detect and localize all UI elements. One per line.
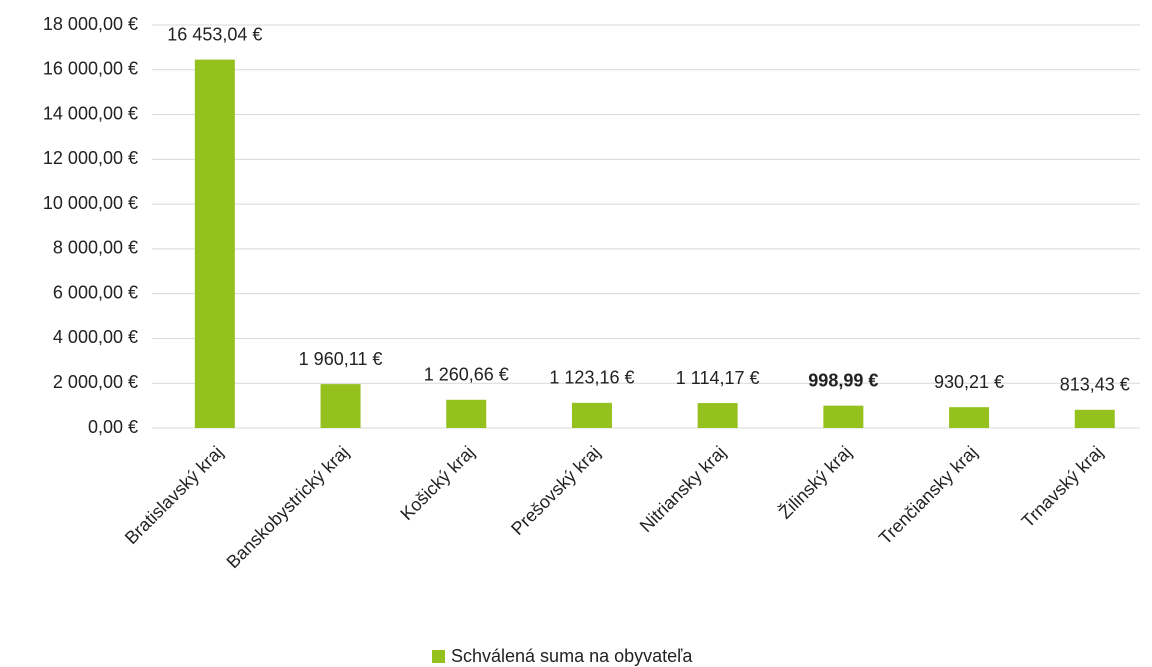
y-tick-label: 12 000,00 € <box>43 148 138 168</box>
bar <box>697 403 738 428</box>
x-tick-label: Prešovský kraj <box>507 442 604 539</box>
y-tick-label: 4 000,00 € <box>53 327 138 347</box>
data-label: 16 453,04 € <box>167 24 262 44</box>
legend-swatch <box>432 650 445 663</box>
data-label: 998,99 € <box>808 370 878 390</box>
bar <box>571 402 612 428</box>
bar <box>194 59 235 429</box>
data-label: 813,43 € <box>1060 375 1130 395</box>
bar <box>823 405 864 428</box>
y-tick-label: 8 000,00 € <box>53 238 138 258</box>
y-tick-label: 6 000,00 € <box>53 282 138 302</box>
data-label: 1 960,11 € <box>299 349 383 369</box>
x-tick-label: Nitriansky kraj <box>636 442 730 536</box>
x-tick-label: Banskobystrický kraj <box>223 442 353 572</box>
bar <box>320 384 361 428</box>
y-tick-label: 10 000,00 € <box>43 193 138 213</box>
y-tick-label: 16 000,00 € <box>43 59 138 79</box>
y-tick-label: 14 000,00 € <box>43 103 138 123</box>
x-tick-label: Bratislavský kraj <box>121 442 227 548</box>
bar <box>949 407 990 428</box>
data-label: 1 123,16 € <box>549 368 634 388</box>
y-tick-label: 2 000,00 € <box>53 372 138 392</box>
x-tick-label: Žilinský kraj <box>775 442 856 523</box>
y-tick-label: 0,00 € <box>88 417 138 437</box>
data-label: 1 114,17 € <box>676 368 760 388</box>
bar <box>1074 409 1115 428</box>
y-tick-label: 18 000,00 € <box>43 14 138 34</box>
data-label: 930,21 € <box>934 372 1004 392</box>
bar <box>446 399 487 428</box>
data-label: 1 260,66 € <box>424 365 509 385</box>
x-tick-label: Košický kraj <box>396 442 478 524</box>
legend-label: Schválená suma na obyvateľa <box>451 646 693 666</box>
x-tick-label: Trenčiansky kraj <box>875 442 981 548</box>
x-tick-label: Trnavský kraj <box>1018 442 1107 531</box>
